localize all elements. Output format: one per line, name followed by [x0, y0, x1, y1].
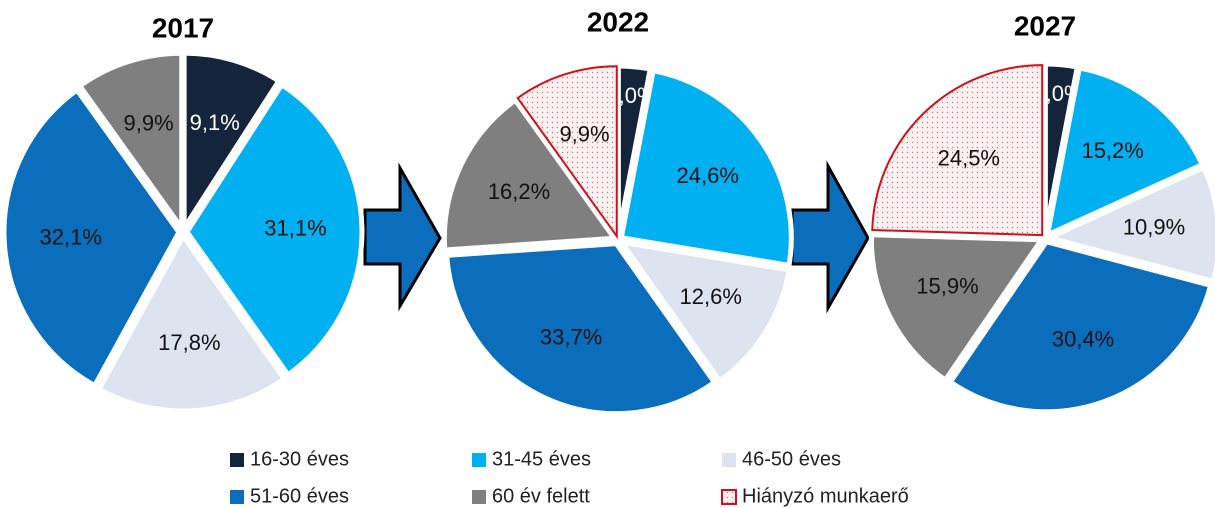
legend-label: Hiányzó munkaerő — [742, 485, 909, 507]
data-label: 33,7% — [540, 325, 602, 350]
data-label: 16,2% — [488, 179, 550, 204]
data-label: 15,2% — [1081, 138, 1143, 163]
data-label: 9,1% — [190, 110, 240, 135]
legend-swatch — [230, 453, 244, 467]
pie-slice — [441, 96, 620, 253]
pie-slice — [615, 63, 654, 237]
chart-title: 2017 — [152, 12, 214, 43]
legend-swatch — [472, 453, 486, 467]
legend-swatch — [721, 489, 737, 505]
data-label: 24,5% — [938, 145, 1000, 170]
pie-slice — [869, 232, 1047, 384]
data-label: 31,1% — [264, 215, 326, 240]
legend-swatch — [472, 490, 486, 504]
chart-title: 2022 — [587, 6, 649, 37]
pie-slice — [1, 86, 182, 389]
data-label: 17,8% — [158, 330, 220, 355]
pie-slice — [444, 241, 718, 417]
data-label: 32,1% — [40, 225, 102, 250]
data-label: 24,6% — [677, 163, 739, 188]
data-label: 15,9% — [916, 273, 978, 298]
chart-title: 2027 — [1014, 10, 1076, 41]
legend-label: 51-60 éves — [250, 485, 349, 507]
pie-slice — [618, 67, 794, 269]
arrow — [790, 160, 870, 314]
legend-label: 46-50 éves — [742, 448, 841, 470]
legend-swatch — [230, 490, 244, 504]
legend-label: 60 év felett — [492, 485, 590, 507]
data-label: 9,9% — [123, 111, 173, 136]
legend-label: 31-45 éves — [492, 448, 591, 470]
legend: 16-30 éves 31-45 éves 46-50 éves 51-60 éves… — [230, 448, 909, 507]
legend-swatch — [722, 453, 736, 467]
pies: 20179,1%31,1%17,8%32,1%9,9%20223,0%24,6%… — [1, 6, 1215, 417]
data-label: 9,9% — [559, 122, 609, 147]
data-label: 10,9% — [1123, 215, 1185, 240]
pie-slice — [615, 238, 793, 385]
pie-slice — [516, 65, 618, 240]
pie-slice — [76, 50, 185, 236]
pie-slice — [871, 64, 1044, 237]
arrow — [363, 162, 442, 312]
pie-slice — [95, 231, 288, 414]
pie-slice — [946, 238, 1214, 415]
pie-slice — [1044, 64, 1206, 240]
pie-slice — [181, 50, 283, 237]
legend-label: 16-30 éves — [250, 448, 349, 470]
data-label: 30,4% — [1052, 326, 1114, 351]
data-label: 12,6% — [680, 284, 742, 309]
pie-slice — [183, 81, 365, 379]
